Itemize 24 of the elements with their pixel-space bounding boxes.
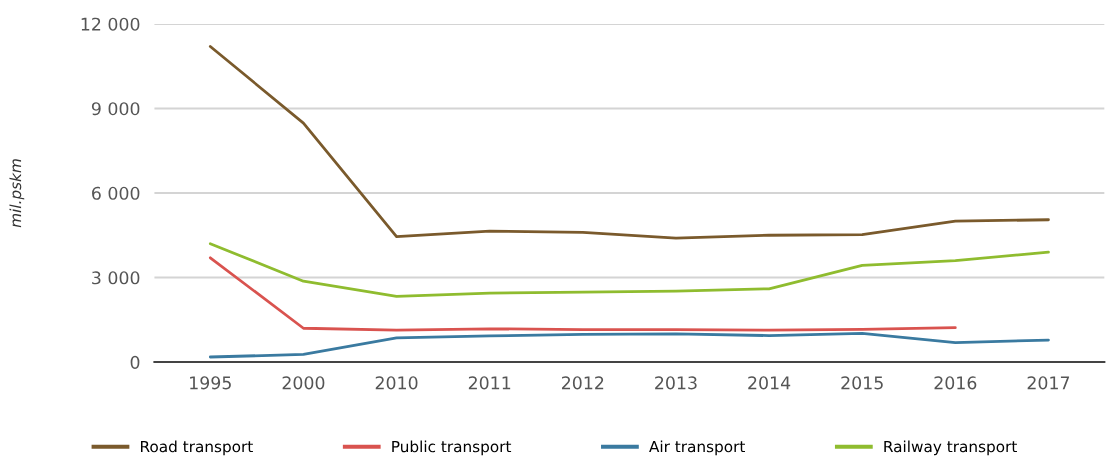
x-tick-label: 2000	[282, 376, 325, 390]
x-tick-label: 2010	[375, 376, 418, 390]
y-tick-label: 0	[130, 355, 140, 369]
legend-label: Road transport	[141, 440, 253, 456]
line-series	[208, 242, 1050, 298]
y-tick-label: 12 000	[81, 17, 140, 31]
x-tick-label: 2015	[841, 376, 883, 390]
line-series	[208, 331, 1050, 359]
x-tick-label: 2017	[1027, 376, 1070, 390]
x-tick-label: 2016	[934, 376, 977, 390]
legend-label: Railway transport	[884, 440, 1017, 456]
y-tick-label: 9 000	[91, 102, 140, 116]
y-tick-label: 3 000	[92, 271, 140, 285]
x-tick-label: 2013	[655, 376, 697, 390]
x-tick-label: 1995	[190, 376, 231, 390]
y-tick-label: 6 000	[92, 186, 140, 200]
line-series	[208, 45, 1050, 240]
line-series	[208, 256, 957, 332]
x-tick-label: 2014	[748, 376, 791, 390]
legend-label: Public transport	[392, 440, 512, 456]
y-axis-title: mil.pskm	[9, 159, 25, 228]
x-tick-label: 2011	[468, 376, 511, 390]
legend-label: Air transport	[649, 440, 745, 456]
x-tick-label: 2012	[562, 376, 604, 390]
